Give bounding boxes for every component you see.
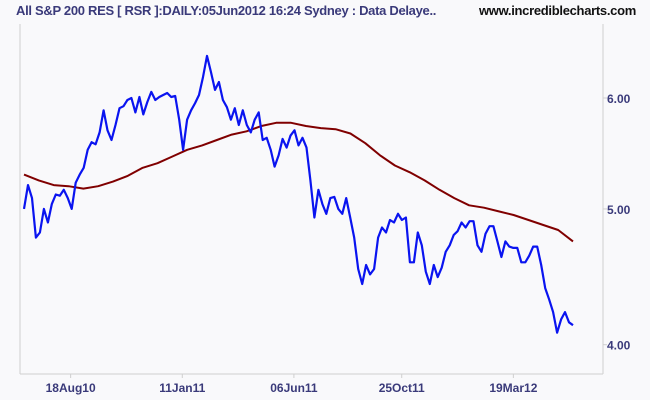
x-axis: 18Aug10 11Jan11 06Jun11 25Oct11 19Mar12	[46, 374, 538, 395]
x-tick-label: 11Jan11	[159, 381, 205, 395]
y-tick-label: 5.00	[607, 203, 631, 217]
x-tick-label: 06Jun11	[270, 381, 318, 395]
site-url: www.incrediblecharts.com	[478, 3, 636, 18]
chart-title: All S&P 200 RES [ RSR ]:DAILY:05Jun2012 …	[16, 3, 437, 18]
y-tick-label: 6.00	[607, 92, 631, 106]
x-tick-label: 19Mar12	[489, 381, 537, 395]
x-tick-label: 25Oct11	[379, 381, 425, 395]
price-line	[22, 54, 574, 334]
moving-average-line	[23, 121, 574, 243]
plot-frame	[19, 24, 604, 375]
x-tick-label: 18Aug10	[46, 381, 96, 395]
y-axis: 6.00 5.00 4.00	[603, 92, 631, 353]
y-tick-label: 4.00	[607, 339, 631, 353]
series-lines	[22, 54, 574, 334]
